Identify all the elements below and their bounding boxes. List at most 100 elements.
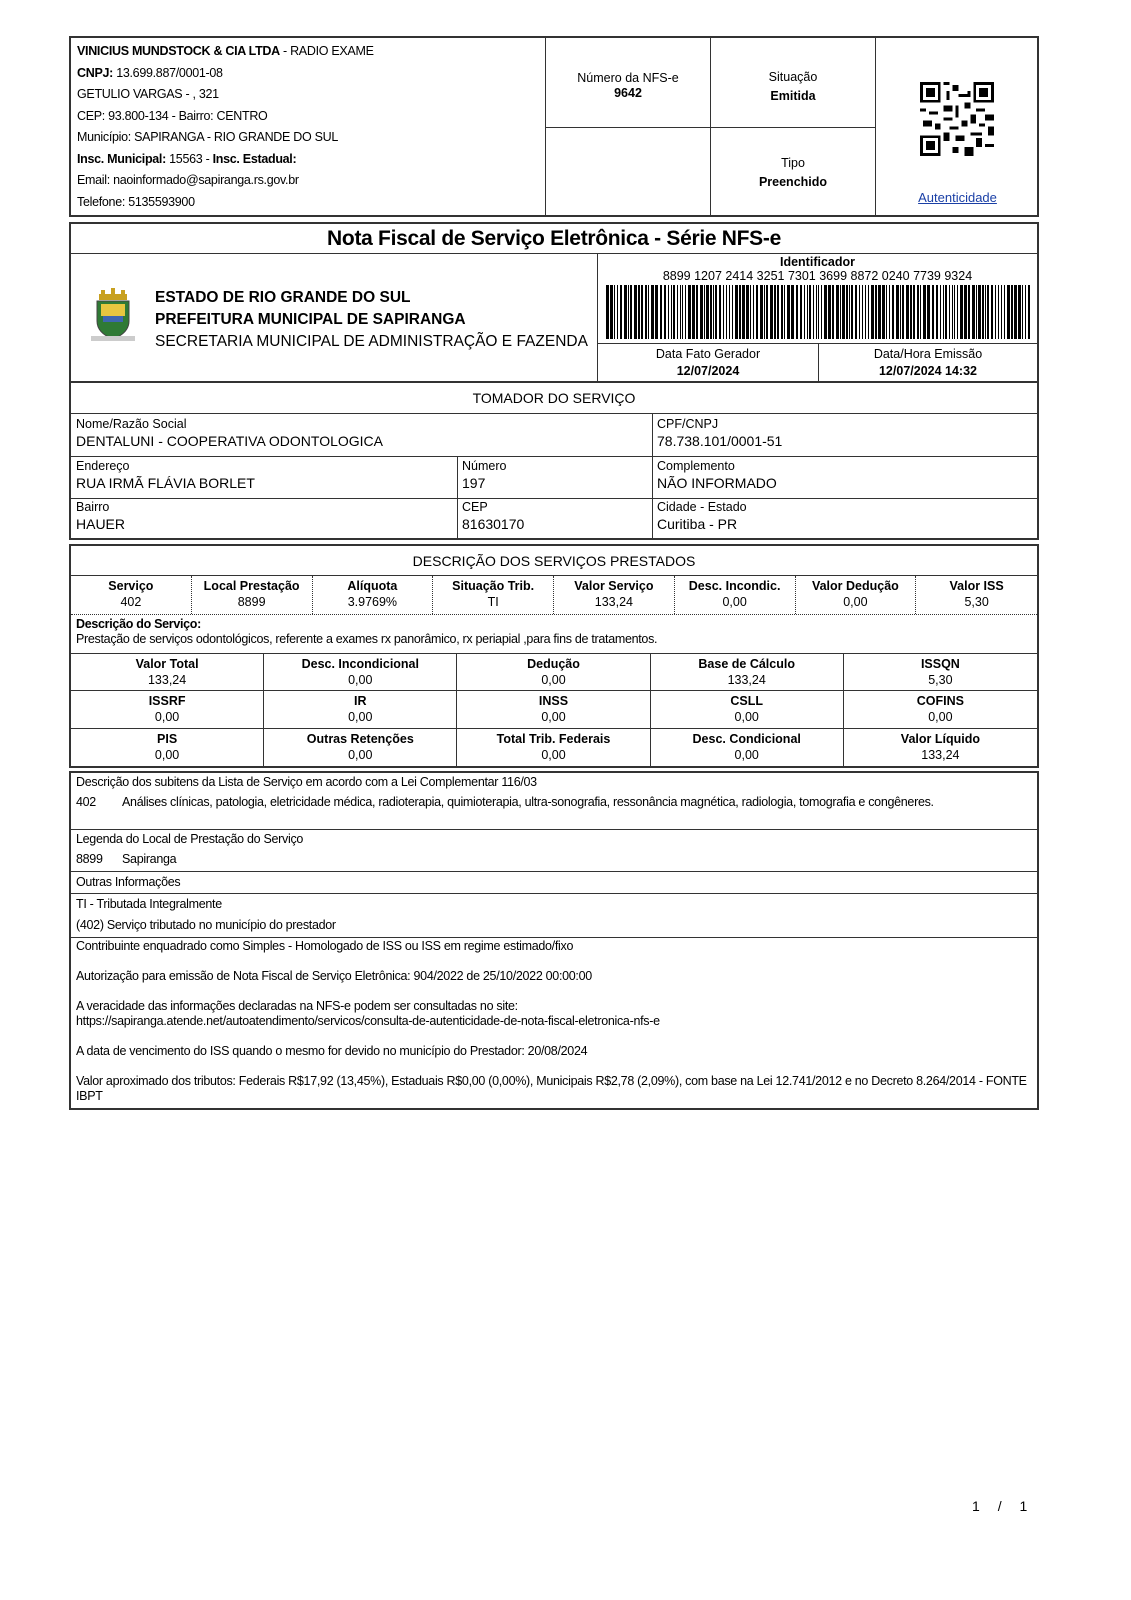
items-cell: Situação Trib. TI (433, 576, 554, 614)
subitens-label: Descrição dos subitens da Lista de Servi… (76, 775, 537, 789)
barcode-bar (949, 285, 950, 339)
barcode-bar (673, 285, 675, 339)
barcode-bar (660, 285, 662, 339)
obs-vencimento: A data de vencimento do ISS quando o mes… (76, 1044, 588, 1058)
legenda-label: Legenda do Local de Prestação do Serviço (76, 832, 304, 846)
descricao-label: Descrição do Serviço: (76, 617, 202, 631)
subitens: Descrição dos subitens da Lista de Servi… (71, 773, 1037, 830)
items-cell: Valor Serviço 133,24 (554, 576, 675, 614)
barcode-bar (655, 285, 658, 339)
barcode-bar (696, 285, 698, 339)
barcode-bar (846, 285, 848, 339)
complemento-value: NÃO INFORMADO (657, 475, 777, 491)
totais-value: 0,00 (348, 673, 373, 687)
totais-label: INSS (538, 694, 569, 709)
items-value: 0,00 (722, 595, 747, 609)
barcode-bar (902, 285, 904, 339)
servicos-section: DESCRIÇÃO DOS SERVIÇOS PRESTADOS Serviço… (69, 544, 1039, 768)
insc-mun-label: Insc. Municipal: (77, 151, 166, 166)
barcode-bar (630, 285, 632, 339)
items-value: 8899 (237, 595, 266, 609)
data-fato-value: 12/07/2024 (676, 364, 740, 378)
barcode-bar (638, 285, 640, 339)
barcode-bar (920, 285, 921, 339)
totais-cell: ISSQN 5,30 (843, 654, 1037, 692)
barcode-bar (1028, 285, 1030, 339)
barcode-bar (932, 285, 934, 339)
barcode-bar (742, 285, 745, 339)
barcode-bar (756, 285, 758, 339)
barcode-bar (998, 285, 999, 339)
cep-label: CEP (462, 500, 488, 514)
barcode-bar (614, 285, 615, 339)
barcode-bar (824, 285, 827, 339)
orgao-prefeitura: PREFEITURA MUNICIPAL DE SAPIRANGA (155, 311, 466, 328)
tomador-numero: Número 197 (462, 459, 506, 492)
cpf-label: CPF/CNPJ (657, 417, 719, 431)
situacao-value: Emitida (770, 89, 816, 103)
identificador-label: Identificador (779, 255, 855, 269)
identificador: Identificador 8899 1207 2414 3251 7301 3… (598, 255, 1037, 283)
totais-cell: Total Trib. Federais 0,00 (457, 728, 651, 766)
items-value: 402 (120, 595, 142, 609)
tomador-cpf: CPF/CNPJ 78.738.101/0001-51 (657, 417, 782, 450)
totais-label: Valor Total (135, 657, 199, 671)
barcode-bar (987, 285, 989, 339)
barcode-bar (862, 285, 863, 339)
autenticidade-link[interactable]: Autenticidade (918, 190, 997, 205)
barcode-bar (878, 285, 881, 339)
items-value: 5,30 (964, 595, 989, 609)
barcode-bar (770, 285, 773, 339)
barcode-bar (729, 285, 730, 339)
barcode-bar (943, 285, 944, 339)
obs-tributos: Valor aproximado dos tributos: Federais … (76, 1074, 1027, 1103)
barcode-bar (892, 285, 894, 339)
servicos-header: DESCRIÇÃO DOS SERVIÇOS PRESTADOS (71, 546, 1037, 576)
outras-linha2: (402) Serviço tributado no município do … (76, 918, 336, 932)
barcode-bar (960, 285, 963, 339)
barcode-bar (719, 285, 721, 339)
items-label: Valor Serviço (574, 579, 654, 593)
barcode-bar (804, 285, 805, 339)
tomador-bairro: Bairro HAUER (76, 500, 125, 533)
bairro-label: Bairro (76, 500, 110, 514)
barcode-bar (917, 285, 919, 339)
barcode-bar (606, 285, 609, 339)
barcode-bar (628, 285, 629, 339)
totais-value: 0,00 (154, 747, 180, 762)
barcode-bar (882, 285, 885, 339)
barcode-bar (732, 285, 733, 339)
cep-value: 81630170 (462, 516, 525, 532)
items-value: 3.9769% (347, 595, 398, 609)
items-label: Valor ISS (949, 579, 1004, 593)
totais-value: 0,00 (541, 673, 566, 687)
prestador-municipio: Município: SAPIRANGA - RIO GRANDE DO SUL (77, 130, 338, 144)
totais-label: PIS (157, 731, 178, 746)
totais-cell: INSS 0,00 (457, 691, 651, 729)
barcode-bar (710, 285, 712, 339)
identificador-value: 8899 1207 2414 3251 7301 3699 8872 0240 … (662, 269, 973, 283)
legenda-codigo: 8899 (76, 852, 103, 866)
barcode-bar (620, 285, 622, 339)
barcode-bar (1011, 285, 1013, 339)
tipo: Tipo Preenchido (711, 154, 875, 192)
totais-label: Dedução (527, 657, 580, 671)
barcode-bar (842, 285, 845, 339)
prestador-nome: VINICIUS MUNDSTOCK & CIA LTDA (77, 44, 280, 58)
nfse-main-header: Nota Fiscal de Serviço Eletrônica - Séri… (69, 222, 1039, 383)
barcode-bar (821, 285, 822, 339)
prestador-telefone: Telefone: 5135593900 (77, 194, 195, 209)
page-current: 1 (972, 1498, 980, 1514)
orgao-info: ESTADO DE RIO GRANDE DO SUL PREFEITURA M… (155, 287, 588, 353)
totais-value: 0,00 (928, 710, 953, 725)
orgao-estado: ESTADO DE RIO GRANDE DO SUL (155, 289, 411, 306)
barcode-bar (617, 285, 618, 339)
barcode-bar (836, 285, 839, 339)
barcode-bar (896, 285, 899, 339)
barcode-bar (677, 285, 678, 339)
tipo-value: Preenchido (758, 175, 828, 189)
situacao-label: Situação (768, 70, 818, 84)
barcode-icon (606, 285, 1030, 339)
items-value: 0,00 (843, 595, 868, 609)
items-cell: Alíquota 3.9769% (313, 576, 434, 614)
